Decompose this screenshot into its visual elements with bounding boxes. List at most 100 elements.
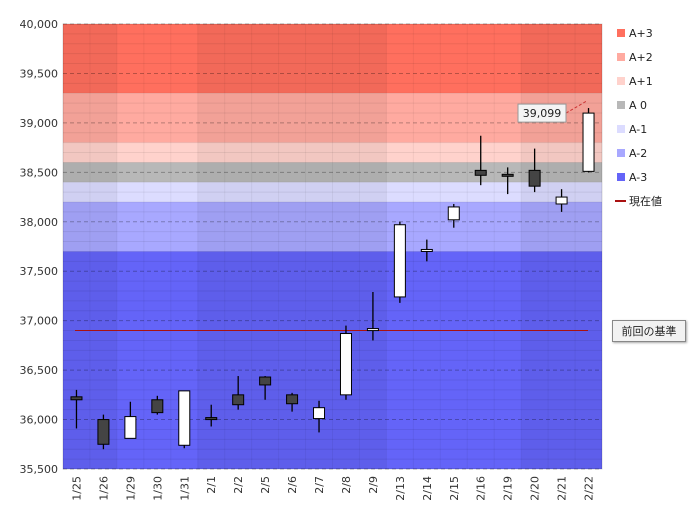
y-tick-label: 35,500 bbox=[20, 463, 59, 476]
candle-body-up bbox=[555, 196, 568, 205]
y-tick-label: 37,500 bbox=[20, 265, 59, 278]
x-tick-label: 2/21 bbox=[556, 476, 569, 501]
candle-body-down bbox=[259, 376, 272, 386]
x-tick-label: 2/9 bbox=[367, 476, 380, 494]
x-tick-label: 1/29 bbox=[124, 476, 137, 501]
week-shade bbox=[63, 24, 117, 469]
x-tick-label: 2/8 bbox=[340, 476, 353, 494]
candle-2/1 bbox=[205, 404, 218, 427]
candle-2/20 bbox=[528, 148, 541, 193]
x-tick-label: 2/1 bbox=[205, 476, 218, 494]
candle-1/26 bbox=[97, 414, 110, 450]
x-tick-label: 2/2 bbox=[232, 476, 245, 494]
candle-body-down bbox=[501, 173, 514, 177]
x-tick-label: 2/20 bbox=[529, 476, 542, 501]
candle-body-up bbox=[393, 224, 406, 298]
legend-swatch bbox=[617, 53, 625, 61]
legend-item: A-3 bbox=[617, 171, 647, 184]
y-tick-label: 38,000 bbox=[20, 216, 59, 229]
plot-border bbox=[62, 23, 603, 470]
candle-2/15 bbox=[447, 203, 460, 228]
week-shade bbox=[521, 24, 602, 469]
reference-line-label: 前回の基準 bbox=[612, 320, 686, 342]
candle-body-down bbox=[528, 169, 541, 187]
x-tick-label: 2/13 bbox=[394, 476, 407, 501]
x-tick-label: 2/19 bbox=[502, 476, 515, 501]
y-tick-label: 39,000 bbox=[20, 117, 59, 130]
candle-2/6 bbox=[286, 392, 299, 412]
candle-2/19 bbox=[501, 167, 514, 195]
legend-swatch bbox=[617, 101, 625, 109]
y-tick-label: 40,000 bbox=[20, 18, 59, 31]
candle-body-down bbox=[70, 396, 83, 401]
candle-body-up bbox=[366, 328, 379, 332]
candle-body-down bbox=[232, 394, 245, 406]
legend-swatch bbox=[617, 149, 625, 157]
grid-lines bbox=[63, 23, 602, 470]
candle-body-up bbox=[313, 407, 326, 420]
legend-item: A 0 bbox=[617, 99, 647, 112]
legend-item: A+1 bbox=[617, 75, 653, 88]
candle-body-up bbox=[124, 416, 137, 439]
candle-body-down bbox=[97, 419, 110, 445]
x-tick-label: 2/7 bbox=[313, 476, 326, 494]
current-value-annotation: 39,099 bbox=[517, 100, 587, 123]
candle-2/2 bbox=[232, 376, 245, 410]
candle-body-down bbox=[286, 394, 299, 405]
current-value-label: 39,099 bbox=[523, 107, 562, 120]
candle-body-down bbox=[151, 399, 164, 414]
legend-label: A+1 bbox=[629, 75, 653, 88]
legend-label: A-1 bbox=[629, 123, 647, 136]
legend-item: A+3 bbox=[617, 27, 653, 40]
legend-swatch bbox=[617, 173, 625, 181]
y-axis: 35,500 36,000 36,500 37,000 37,500 38,000 38,5… bbox=[20, 18, 59, 476]
x-axis: 1/25 1/26 1/29 1/30 1/31 2/1 2/2 2/5 2/6 2/7 2/8 2/… bbox=[70, 476, 595, 501]
candle-2/13 bbox=[393, 221, 406, 303]
candle-body-up bbox=[420, 248, 433, 252]
zone-bands bbox=[63, 24, 602, 469]
candle-body-up bbox=[582, 112, 595, 172]
legend-label: 現在値 bbox=[629, 195, 662, 208]
candle-body-up bbox=[339, 333, 352, 396]
candle-2/21 bbox=[555, 189, 568, 212]
candles bbox=[62, 23, 603, 470]
y-tick-label: 36,500 bbox=[20, 364, 59, 377]
current-value-leader bbox=[565, 100, 587, 114]
candle-1/25 bbox=[70, 389, 83, 429]
legend-item: A-2 bbox=[617, 147, 647, 160]
band-A0 bbox=[63, 162, 602, 183]
x-tick-label: 1/30 bbox=[151, 476, 164, 501]
current-value-box bbox=[517, 103, 567, 123]
candle-2/14 bbox=[420, 239, 433, 262]
candle-1/30 bbox=[151, 395, 164, 415]
y-tick-label: 36,000 bbox=[20, 414, 59, 427]
candle-2/7 bbox=[313, 400, 326, 433]
x-tick-label: 2/5 bbox=[259, 476, 272, 494]
band-Aplus3 bbox=[63, 24, 602, 94]
candle-1/29 bbox=[124, 401, 137, 439]
candle-body-up bbox=[447, 206, 460, 221]
legend-label: A+3 bbox=[629, 27, 653, 40]
band-Aplus1 bbox=[63, 142, 602, 163]
legend-swatch bbox=[617, 125, 625, 133]
legend-item: A-1 bbox=[617, 123, 647, 136]
x-tick-label: 1/26 bbox=[97, 476, 110, 501]
band-Aminus3 bbox=[63, 251, 602, 469]
legend-label: A-2 bbox=[629, 147, 647, 160]
x-tick-label: 2/22 bbox=[583, 476, 596, 501]
candle-2/22 bbox=[582, 108, 595, 173]
legend-item: 現在値 bbox=[615, 195, 662, 208]
x-tick-label: 1/25 bbox=[70, 476, 83, 501]
x-tick-label: 2/6 bbox=[286, 476, 299, 494]
legend: A+3 A+2 A+1 A 0 A-1 A-2 A-3 現在値 bbox=[615, 27, 662, 208]
legend-label: A+2 bbox=[629, 51, 653, 64]
y-tick-label: 37,000 bbox=[20, 315, 59, 328]
candle-2/5 bbox=[259, 376, 272, 400]
legend-swatch bbox=[617, 77, 625, 85]
legend-label: A 0 bbox=[629, 99, 647, 112]
candle-1/31 bbox=[178, 390, 191, 449]
x-tick-label: 2/15 bbox=[448, 476, 461, 501]
candle-body-down bbox=[474, 169, 487, 176]
candle-2/16 bbox=[474, 135, 487, 186]
band-Aminus2 bbox=[63, 202, 602, 252]
